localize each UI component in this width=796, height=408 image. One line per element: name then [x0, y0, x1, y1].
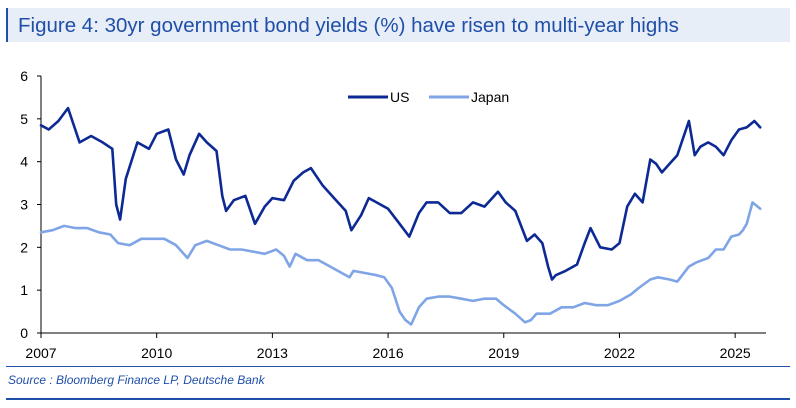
x-tick-label: 2010 [141, 345, 172, 360]
title-bar: Figure 4: 30yr government bond yields (%… [6, 8, 790, 42]
legend: US Japan [348, 89, 509, 105]
y-tick-label: 2 [20, 239, 28, 255]
y-tick-label: 5 [20, 111, 28, 127]
chart: 0 1 2 3 4 5 6 2007 2010 2013 2016 2019 2022 2025 US J… [20, 68, 766, 360]
y-tick-label: 3 [20, 197, 28, 213]
y-tick-label: 6 [20, 68, 28, 84]
y-tick-label: 1 [20, 282, 28, 298]
page-title: Figure 4: 30yr government bond yields (%… [18, 14, 679, 37]
x-tick-label: 2022 [604, 345, 635, 360]
y-tick-label: 4 [20, 154, 28, 170]
source-note: Source : Bloomberg Finance LP, Deutsche … [8, 373, 265, 387]
legend-label-japan: Japan [471, 89, 509, 105]
plot-area [39, 106, 762, 326]
legend-label-us: US [390, 89, 409, 105]
x-axis: 2007 2010 2013 2016 2019 2022 2025 [25, 332, 766, 360]
x-tick-label: 2013 [257, 345, 288, 360]
x-tick-label: 2025 [720, 345, 751, 360]
x-tick-label: 2016 [372, 345, 403, 360]
x-tick-label: 2019 [488, 345, 519, 360]
x-tick-label: 2007 [25, 345, 56, 360]
series-line-us [39, 106, 762, 281]
y-tick-label: 0 [20, 325, 28, 341]
footer-divider [6, 366, 790, 367]
series-line-japan [39, 201, 762, 326]
y-axis: 0 1 2 3 4 5 6 [20, 68, 42, 341]
footer-rule [6, 398, 790, 400]
